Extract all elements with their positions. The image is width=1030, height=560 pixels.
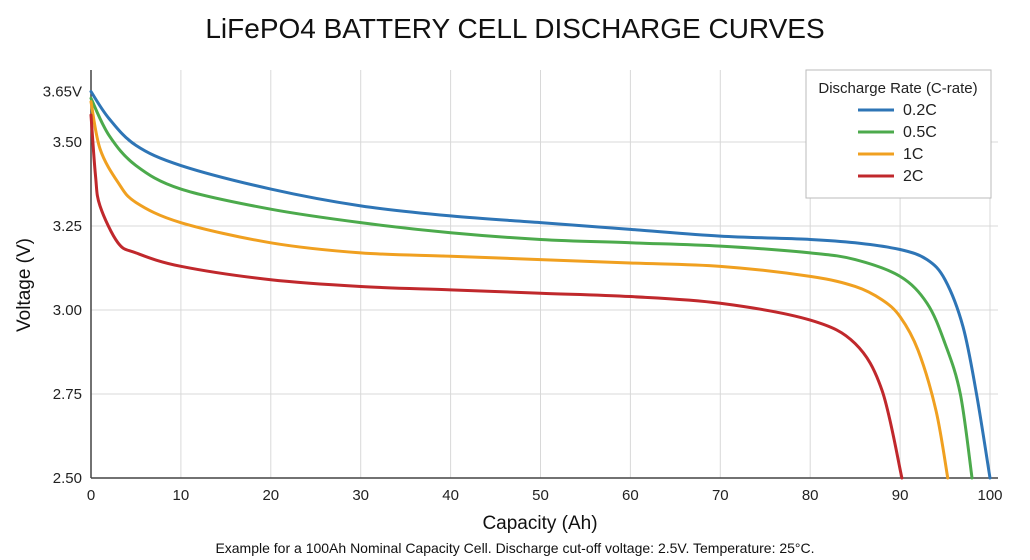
x-tick-label: 0 <box>87 487 95 504</box>
legend-entry: 0.5C <box>903 124 937 141</box>
y-tick-label: 3.25 <box>53 218 82 235</box>
x-tick-label: 10 <box>173 487 190 504</box>
series-line-2C <box>89 113 904 480</box>
y-tick-label: 2.50 <box>53 470 82 487</box>
legend: Discharge Rate (C-rate) 0.2C 0.5C 1C 2C <box>805 69 992 199</box>
y-axis-label: Voltage (V) <box>14 238 35 332</box>
x-tick-label: 60 <box>622 487 639 504</box>
y-tick-label: 3.65V <box>43 84 82 101</box>
series-line-0.5C <box>89 96 974 480</box>
x-tick-label: 100 <box>977 487 1002 504</box>
legend-title: Discharge Rate (C-rate) <box>818 80 977 97</box>
series-lines <box>89 90 992 480</box>
x-tick-label: 30 <box>352 487 369 504</box>
y-tick-label: 2.75 <box>53 386 82 403</box>
axes: 0 10 20 30 40 50 60 70 80 90 100 2.50 2.75 3.00 3.25 3.… <box>43 70 1003 504</box>
x-axis-label: Capacity (Ah) <box>482 513 597 534</box>
footnote: Example for a 100Ah Nominal Capacity Cel… <box>215 540 814 556</box>
legend-box <box>805 69 992 199</box>
x-tick-label: 70 <box>712 487 729 504</box>
chart-title: LiFePO4 BATTERY CELL DISCHARGE CURVES <box>205 13 824 44</box>
legend-entry: 2C <box>903 168 923 185</box>
series-line-0.2C <box>89 90 992 480</box>
x-tick-label: 80 <box>802 487 819 504</box>
x-tick-label: 50 <box>532 487 549 504</box>
y-tick-label: 3.50 <box>53 134 82 151</box>
y-tick-label: 3.00 <box>53 302 82 319</box>
x-tick-label: 90 <box>892 487 909 504</box>
legend-entry: 0.2C <box>903 102 937 119</box>
x-tick-label: 20 <box>262 487 279 504</box>
x-tick-label: 40 <box>442 487 459 504</box>
legend-entry: 1C <box>903 146 923 163</box>
series-line-1C <box>89 100 950 480</box>
